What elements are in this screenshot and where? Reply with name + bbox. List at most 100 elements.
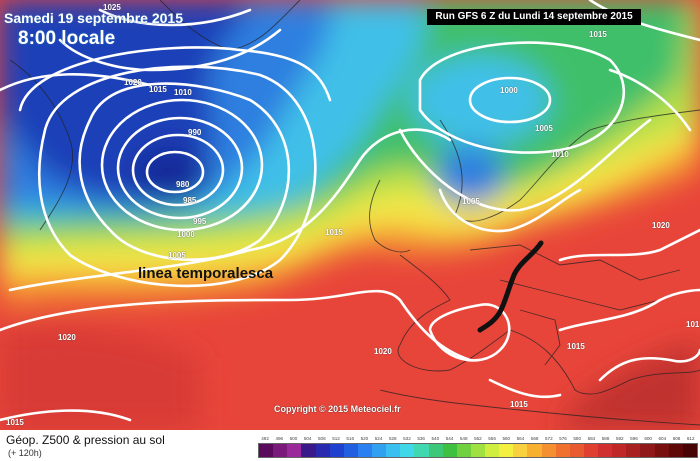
scale-swatch bbox=[301, 444, 316, 457]
scale-tick-label: 508 bbox=[318, 436, 326, 441]
isobar-label: 990 bbox=[188, 128, 202, 137]
isobar-label: 1015 bbox=[149, 85, 167, 94]
scale-swatch bbox=[612, 444, 627, 457]
isobar-1015-med bbox=[488, 378, 562, 399]
isobar-1015-nw bbox=[0, 73, 152, 92]
run-info: Run GFS 6 Z du Lundi 14 septembre 2015 bbox=[427, 9, 641, 25]
scandinavia-coast bbox=[439, 109, 700, 222]
scale-swatch bbox=[569, 444, 584, 457]
scale-swatch bbox=[442, 444, 457, 457]
scale-tick-label: 568 bbox=[530, 436, 539, 441]
isobar-label: 1005 bbox=[168, 251, 186, 260]
isobar-label: 1005 bbox=[535, 124, 553, 133]
scale-bar bbox=[258, 443, 698, 458]
north-africa-coast bbox=[379, 389, 700, 426]
scale-tick-label: 588 bbox=[601, 436, 610, 441]
isobar-label: 1015 bbox=[510, 400, 528, 409]
map-canvas bbox=[0, 0, 700, 430]
scale-tick-label: 604 bbox=[658, 436, 667, 441]
isobar-995 bbox=[100, 98, 264, 232]
isobar-label: 1010 bbox=[551, 150, 569, 159]
isobar-label: 1020 bbox=[124, 78, 142, 87]
isobar-1020-top-right bbox=[608, 68, 692, 132]
scale-tick-label: 536 bbox=[417, 436, 425, 441]
isobar-label: 1020 bbox=[58, 333, 76, 342]
scale-tick-label: 552 bbox=[474, 436, 482, 441]
local-time: 8:00 locale bbox=[18, 28, 116, 49]
isobar-985 bbox=[131, 133, 225, 207]
british-isles bbox=[369, 179, 411, 253]
scale-swatch bbox=[654, 444, 669, 457]
isobar-1005-norway bbox=[418, 41, 626, 154]
scale-tick-label: 600 bbox=[644, 436, 652, 441]
isobar-1010-nw bbox=[18, 46, 332, 112]
scale-tick-label: 584 bbox=[587, 436, 596, 441]
scale-tick-label: 540 bbox=[431, 436, 440, 441]
scale-swatch bbox=[499, 444, 514, 457]
scale-swatch bbox=[372, 444, 387, 457]
scale-tick-label: 564 bbox=[516, 436, 525, 441]
scale-tick-label: 520 bbox=[360, 436, 369, 441]
isobar-label: 1015 bbox=[6, 418, 24, 427]
isobar-label: 1025 bbox=[103, 3, 121, 12]
isobar-1015-bottom bbox=[0, 409, 132, 422]
scale-tick-label: 592 bbox=[615, 436, 624, 441]
italy bbox=[519, 309, 561, 366]
geopotential-field bbox=[0, 0, 700, 430]
chart-title: Géop. Z500 & pression au sol bbox=[6, 433, 165, 447]
isobar-1005-atlantic bbox=[37, 65, 317, 288]
isobar-label: 1005 bbox=[462, 197, 480, 206]
isobar-990 bbox=[116, 116, 244, 220]
scale-swatch bbox=[668, 444, 683, 457]
isobar-1010-sweden bbox=[398, 118, 652, 212]
scale-swatch bbox=[400, 444, 415, 457]
isobar-1015-top-right bbox=[588, 0, 700, 42]
scale-swatch bbox=[273, 444, 288, 457]
scale-swatch bbox=[541, 444, 556, 457]
isobar-1015-biscay bbox=[8, 128, 452, 292]
scale-tick-label: 492 bbox=[261, 436, 269, 441]
scale-swatch bbox=[527, 444, 542, 457]
scale-tick-label: 572 bbox=[545, 436, 553, 441]
isobar-label: 985 bbox=[183, 196, 197, 205]
isobar-1020-east bbox=[558, 228, 700, 262]
scale-tick-label: 516 bbox=[346, 436, 355, 441]
scale-swatch bbox=[555, 444, 570, 457]
isobar-label: 1000 bbox=[500, 86, 518, 95]
isobar-980 bbox=[145, 150, 205, 194]
isobar-label: 1015 bbox=[567, 342, 585, 351]
scale-swatch bbox=[329, 444, 344, 457]
scale-tick-label: 548 bbox=[459, 436, 468, 441]
scale-swatch bbox=[583, 444, 598, 457]
isobar-label: 1015 bbox=[325, 228, 343, 237]
isobar-label: 1010 bbox=[174, 88, 192, 97]
isobar-1000-norway bbox=[468, 76, 552, 124]
scale-ticks: 492 496 500 504 508 512 516 520 524 528 532 536 540 5… bbox=[258, 436, 698, 441]
scale-swatch bbox=[259, 444, 274, 457]
storm-line bbox=[477, 240, 544, 333]
scale-swatch bbox=[456, 444, 471, 457]
isobar-1020-nw bbox=[58, 28, 282, 72]
isobar-label: 980 bbox=[176, 180, 190, 189]
scale-tick-label: 496 bbox=[275, 436, 284, 441]
weather-map: 1025 1020 1015 1010 990 980 985 995 1000… bbox=[0, 0, 700, 430]
borders-1 bbox=[469, 244, 681, 281]
scale-tick-label: 504 bbox=[303, 436, 312, 441]
scale-swatch bbox=[485, 444, 500, 457]
isobar-label: 1015 bbox=[686, 320, 700, 329]
isobar-1025 bbox=[98, 8, 252, 27]
scale-swatch bbox=[428, 444, 443, 457]
scale-tick-label: 556 bbox=[488, 436, 496, 441]
scale-tick-label: 576 bbox=[559, 436, 567, 441]
mediterranean-coast bbox=[509, 329, 700, 395]
isobar-1020-iberia bbox=[428, 303, 511, 362]
isobar-1015-balkans bbox=[598, 348, 700, 382]
forecast-hour: (+ 120h) bbox=[8, 448, 42, 458]
scale-tick-label: 560 bbox=[502, 436, 511, 441]
scale-swatch bbox=[357, 444, 372, 457]
scale-tick-label: 500 bbox=[289, 436, 298, 441]
isobars bbox=[0, 0, 700, 422]
scale-tick-label: 580 bbox=[573, 436, 582, 441]
scale-swatch bbox=[598, 444, 613, 457]
scale-tick-label: 512 bbox=[332, 436, 340, 441]
